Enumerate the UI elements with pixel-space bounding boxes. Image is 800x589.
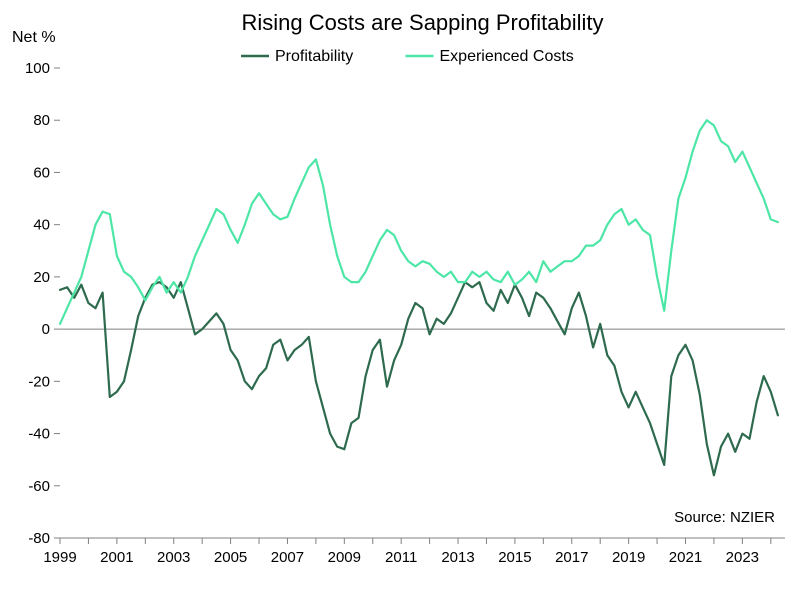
- chart-container: Rising Costs are Sapping Profitability Ne…: [0, 0, 800, 589]
- x-tick-label: 2009: [328, 549, 361, 566]
- series-experienced-costs: [60, 120, 778, 324]
- legend-label: Experienced Costs: [440, 48, 574, 65]
- y-tick-label: -60: [28, 478, 50, 495]
- y-tick-label: 100: [25, 60, 50, 77]
- x-tick-label: 2003: [157, 549, 190, 566]
- x-tick-label: 2019: [612, 549, 645, 566]
- legend-label: Profitability: [275, 48, 353, 65]
- x-tick-label: 1999: [43, 549, 76, 566]
- y-tick-label: 0: [42, 321, 50, 338]
- x-tick-label: 2001: [100, 549, 133, 566]
- y-tick-label: 40: [33, 217, 50, 234]
- line-chart: Rising Costs are Sapping Profitability Ne…: [0, 0, 800, 589]
- x-tick-label: 2015: [498, 549, 531, 566]
- x-tick-label: 2011: [385, 549, 417, 566]
- y-tick-label: 80: [33, 112, 50, 129]
- y-tick-label: -20: [28, 373, 50, 390]
- legend: Profitability Experienced Costs: [241, 48, 574, 65]
- x-tick-label: 2007: [271, 549, 304, 566]
- chart-title: Rising Costs are Sapping Profitability: [242, 10, 604, 35]
- y-tick-label: 60: [33, 164, 50, 181]
- x-tick-label: 2013: [441, 549, 474, 566]
- source-label: Source: NZIER: [674, 509, 775, 526]
- y-axis-label: Net %: [12, 29, 56, 46]
- x-tick-label: 2005: [214, 549, 247, 566]
- y-tick-label: -40: [28, 426, 50, 443]
- y-tick-label: -80: [28, 530, 50, 547]
- x-tick-label: 2023: [726, 549, 759, 566]
- x-tick-label: 2021: [669, 549, 702, 566]
- x-tick-label: 2017: [555, 549, 588, 566]
- y-tick-label: 20: [33, 269, 50, 286]
- series-profitability: [60, 282, 778, 475]
